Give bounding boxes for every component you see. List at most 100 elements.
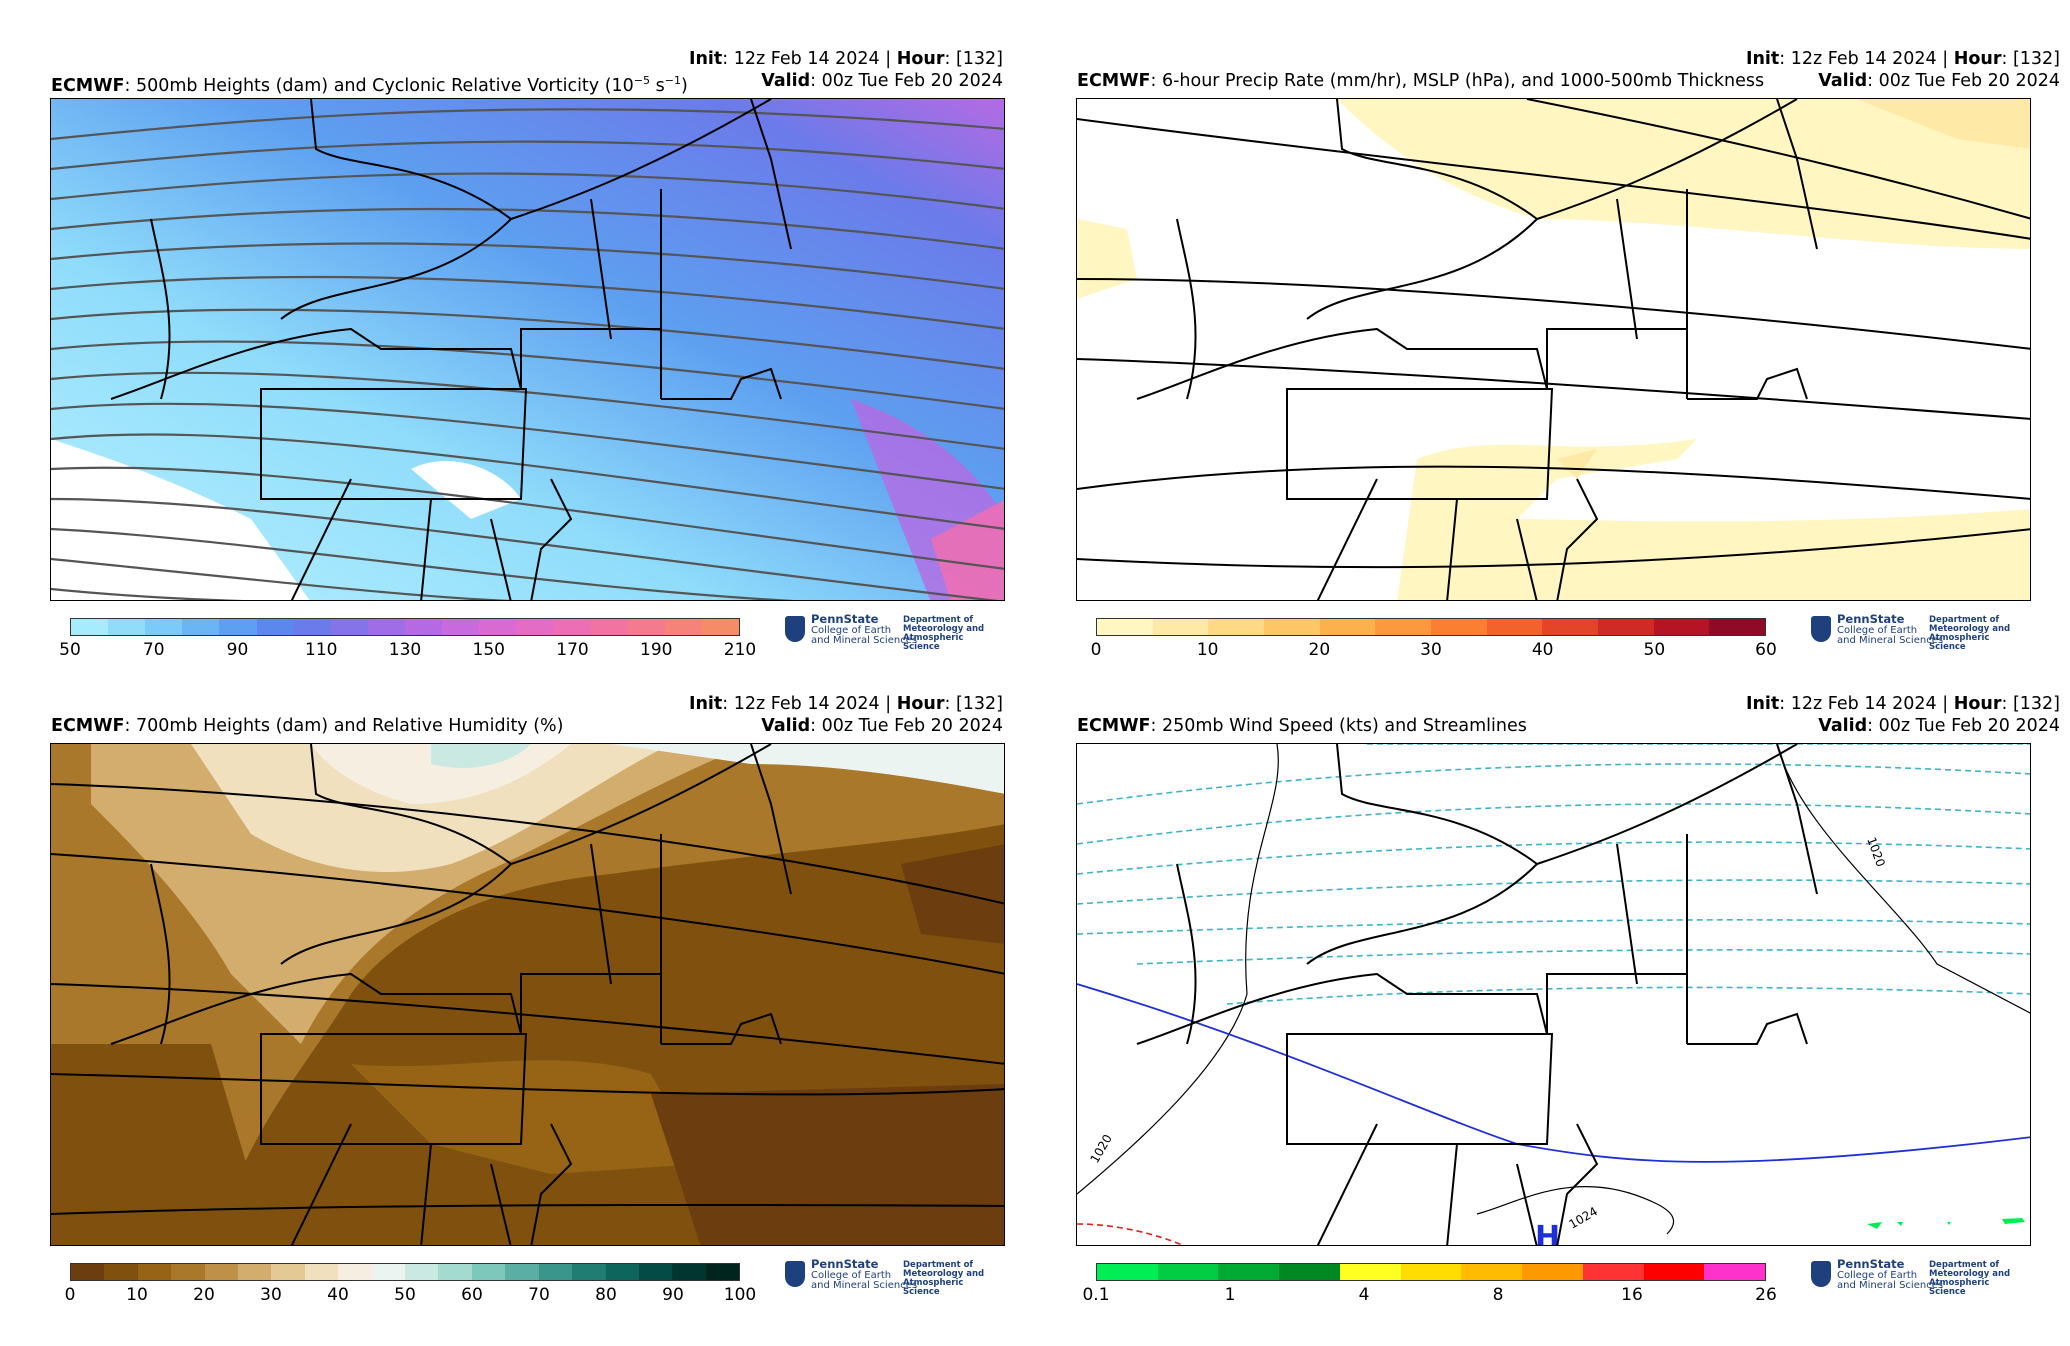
panel-500mb-vorticity: Init: 12z Feb 14 2024 | Hour: [132] ECMW… — [0, 0, 1030, 660]
init-line: Init: 12z Feb 14 2024 | Hour: [132] — [688, 694, 1003, 714]
colorbar — [70, 618, 740, 636]
colorbar-swatch — [182, 619, 220, 635]
colorbar-tick-label: 90 — [662, 1285, 684, 1305]
colorbar-swatch — [701, 619, 739, 635]
colorbar-swatch — [404, 619, 443, 635]
colorbar-tick-label: 1 — [1224, 1285, 1236, 1305]
colorbar — [1096, 618, 1766, 636]
pennstate-logo: PennState College of Earth and Mineral Sci… — [785, 1258, 995, 1297]
colorbar-swatch — [171, 1264, 205, 1280]
colorbar-tick-label: 110 — [305, 640, 338, 660]
colorbar-swatch — [572, 1264, 606, 1280]
colorbar-swatch — [1709, 619, 1766, 635]
colorbar-swatch — [1339, 1264, 1401, 1280]
colorbar-swatch — [1097, 619, 1153, 635]
colorbar-swatch — [1486, 619, 1543, 635]
colorbar-tick-label: 50 — [394, 1285, 416, 1305]
map-title: ECMWF: 250mb Wind Speed (kts) and Stream… — [1077, 716, 1527, 736]
isobars-1020 — [1077, 744, 2030, 1235]
colorbar-swatch — [1208, 619, 1265, 635]
colorbar-swatch — [238, 1264, 272, 1280]
pennstate-shield-icon — [1811, 1261, 1831, 1287]
pennstate-logo: PennState College of Earth and Mineral Sci… — [1811, 1258, 2021, 1297]
init-line: Init: 12z Feb 14 2024 | Hour: [132] — [1745, 49, 2060, 69]
map-700mb — [50, 743, 1005, 1246]
map-title: ECMWF: 500mb Heights (dam) and Cyclonic … — [51, 74, 688, 96]
colorbar-swatch — [104, 1264, 138, 1280]
colorbar-swatch — [405, 1264, 439, 1280]
colorbar-tick-label: 26 — [1755, 1285, 1777, 1305]
colorbar-tick-label: 170 — [556, 640, 589, 660]
colorbar-swatch — [371, 1264, 406, 1280]
pennstate-shield-icon — [1811, 616, 1831, 642]
colorbar-tick-label: 210 — [723, 640, 757, 660]
colorbar-tick-label: 0 — [64, 1285, 76, 1305]
colorbar-swatch — [1218, 1264, 1280, 1280]
colorbar-swatch — [705, 1264, 740, 1280]
streamlines — [51, 108, 1004, 600]
colorbar-swatch — [553, 619, 591, 635]
colorbar-swatch — [1152, 619, 1209, 635]
colorbar-tick-label: 10 — [1196, 640, 1219, 660]
isobar-red — [1077, 1223, 1185, 1245]
colorbar-swatch — [471, 1264, 506, 1280]
colorbar-tick-label: 100 — [723, 1285, 757, 1305]
colorbar-swatch — [256, 619, 294, 635]
colorbar-swatch — [219, 619, 257, 635]
valid-line: Valid: 00z Tue Feb 20 2024 — [1818, 71, 2060, 91]
colorbar-swatch — [1097, 1264, 1158, 1280]
colorbar-swatch — [505, 1264, 539, 1280]
colorbar-swatch — [590, 619, 628, 635]
colorbar-tick-label: 190 — [640, 640, 673, 660]
colorbar-swatch — [1704, 1264, 1766, 1280]
colorbar-swatch — [1400, 1264, 1462, 1280]
colorbar-tick-label: 8 — [1492, 1285, 1504, 1305]
thickness-contours — [1077, 744, 2030, 1005]
colorbar-tick-label: 50 — [59, 640, 81, 660]
pennstate-logo: PennState College of Earth and Mineral Sci… — [785, 613, 995, 652]
wind-speed-patches — [1867, 1218, 2025, 1229]
map-title: ECMWF: 700mb Heights (dam) and Relative … — [51, 716, 564, 736]
colorbar-swatch — [108, 619, 146, 635]
colorbar-swatch — [338, 1264, 372, 1280]
colorbar-swatch — [1319, 619, 1376, 635]
colorbar-ticks: 0.1 1 4 8 16 26 — [1082, 1285, 1776, 1307]
colorbar-tick-label: 0.1 — [1082, 1285, 1110, 1305]
colorbar-swatch — [204, 1264, 239, 1280]
colorbar-tick-label: 50 — [1643, 640, 1666, 660]
init-line: Init: 12z Feb 14 2024 | Hour: [132] — [688, 49, 1003, 69]
colorbar-swatch — [145, 619, 183, 635]
colorbar-ticks: 50 70 90 110 130 150 170 190 210 — [59, 640, 756, 662]
colorbar-tick-label: 40 — [327, 1285, 349, 1305]
colorbar-swatch — [664, 619, 702, 635]
valid-line: Valid: 00z Tue Feb 20 2024 — [761, 716, 1003, 736]
colorbar-tick-label: 60 — [461, 1285, 483, 1305]
height-contours — [51, 783, 1004, 1215]
colorbar-swatch — [672, 1264, 706, 1280]
colorbar-swatch — [1643, 1264, 1705, 1280]
colorbar-swatch — [638, 1264, 673, 1280]
colorbar-tick-label: 0 — [1090, 640, 1102, 660]
map-500mb — [50, 98, 1005, 601]
colorbar-tick-label: 4 — [1358, 1285, 1370, 1305]
colorbar-tick-label: 30 — [260, 1285, 282, 1305]
colorbar-swatch — [516, 619, 554, 635]
colorbar-swatch — [1157, 1264, 1219, 1280]
colorbar-tick-label: 30 — [1420, 640, 1442, 660]
panel-precip-mslp: Init: 12z Feb 14 2024 | Hour: [132] ECMW… — [1030, 0, 2060, 660]
colorbar-ticks: 0 10 20 30 40 50 60 — [1091, 640, 1777, 662]
colorbar-tick-label: 80 — [595, 1285, 617, 1305]
colorbar-tick-label: 150 — [472, 640, 505, 660]
isobars — [1077, 99, 2030, 569]
colorbar-swatch — [71, 619, 109, 635]
init-line: Init: 12z Feb 14 2024 | Hour: [132] — [1745, 694, 2060, 714]
colorbar-swatch — [1461, 1264, 1523, 1280]
colorbar-swatch — [137, 1264, 172, 1280]
map-title: ECMWF: 6-hour Precip Rate (mm/hr), MSLP … — [1077, 71, 1765, 91]
colorbar-tick-label: 70 — [528, 1285, 550, 1305]
colorbar-swatch — [1264, 619, 1320, 635]
colorbar-swatch — [1375, 619, 1432, 635]
colorbar-tick-label: 70 — [142, 640, 165, 660]
map-precip — [1076, 98, 2031, 601]
colorbar-swatch — [1598, 619, 1654, 635]
